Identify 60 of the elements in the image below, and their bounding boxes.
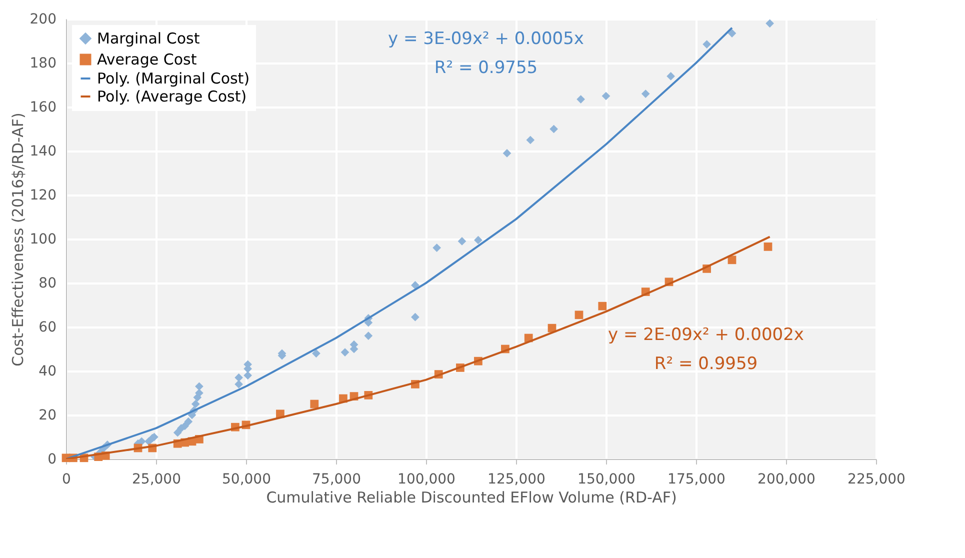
y-tick-label: 20 xyxy=(38,408,56,424)
x-tick-label: 125,000 xyxy=(488,472,546,488)
point xyxy=(576,95,585,104)
point xyxy=(234,373,243,382)
annotation: y = 2E-09x² + 0.0002x xyxy=(608,325,804,345)
y-tick-label: 0 xyxy=(48,452,56,468)
point xyxy=(474,236,482,244)
x-axis-title: Cumulative Reliable Discounted EFlow Volume (RD-AF) xyxy=(266,488,677,506)
point xyxy=(550,124,558,134)
y-tick-label: 140 xyxy=(30,144,56,160)
y-tick-label: 180 xyxy=(30,56,56,72)
x-tick-label: 0 xyxy=(62,472,71,488)
legend-label: Marginal Cost xyxy=(97,30,200,48)
y-tick-label: 40 xyxy=(38,364,56,380)
point xyxy=(526,136,535,144)
point xyxy=(195,382,204,391)
point xyxy=(312,349,320,358)
point xyxy=(411,281,420,290)
point xyxy=(602,92,610,100)
point xyxy=(702,40,711,48)
legend-label: Average Cost xyxy=(97,50,197,68)
point xyxy=(766,19,774,28)
y-axis-title: Cost-Effectiveness (2016$/RD-AF) xyxy=(8,112,27,366)
x-tick-label: 225,000 xyxy=(848,472,906,488)
legend-label: Poly. (Marginal Cost) xyxy=(97,70,250,88)
point xyxy=(574,310,584,320)
x-tick-label: 75,000 xyxy=(312,472,361,488)
y-tick-label: 120 xyxy=(30,188,56,204)
point xyxy=(191,400,200,408)
point xyxy=(184,417,193,426)
x-tick-label: 150,000 xyxy=(578,472,636,488)
point xyxy=(502,149,512,158)
annotation: R² = 0.9755 xyxy=(434,58,538,78)
point xyxy=(310,400,319,408)
point xyxy=(458,237,466,246)
x-tick-label: 25,000 xyxy=(132,472,181,488)
point xyxy=(411,312,420,322)
x-tick-label: 50,000 xyxy=(222,472,271,488)
annotation: R² = 0.9959 xyxy=(654,354,758,374)
y-tick-label: 60 xyxy=(38,320,56,336)
x-tick-label: 200,000 xyxy=(758,472,816,488)
point xyxy=(340,348,350,356)
point xyxy=(244,371,252,380)
point xyxy=(173,428,182,437)
y-tick-label: 160 xyxy=(30,100,56,116)
point xyxy=(234,380,243,388)
annotation: y = 3E-09x² + 0.0005x xyxy=(388,29,584,49)
point xyxy=(364,332,373,340)
point xyxy=(666,72,675,80)
legend-label: Poly. (Average Cost) xyxy=(97,88,247,106)
x-tick-label: 100,000 xyxy=(398,472,456,488)
point xyxy=(598,302,607,310)
point xyxy=(432,244,441,252)
y-tick-label: 80 xyxy=(38,276,56,292)
point xyxy=(764,242,772,251)
x-tick-label: 175,000 xyxy=(668,472,726,488)
y-tick-label: 200 xyxy=(30,12,56,28)
point xyxy=(641,90,650,98)
point xyxy=(728,29,736,38)
y-tick-label: 100 xyxy=(30,232,56,248)
